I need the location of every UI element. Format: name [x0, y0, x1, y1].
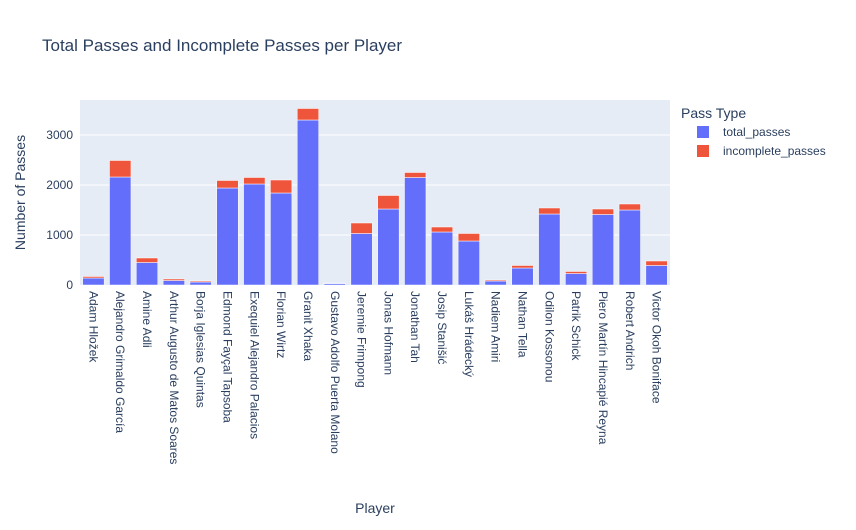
bar-incomplete-passes	[162, 278, 185, 281]
x-axis-ticks: Adam Hložek Alejandro Grimaldo García Amin…	[86, 291, 663, 464]
x-tick-label: Borja Iglesias Quintas	[194, 291, 208, 408]
x-tick-label: Victor Okoh Boniface	[650, 291, 664, 404]
x-tick-label: Granit Xhaka	[301, 291, 315, 361]
bar-incomplete-passes	[538, 207, 561, 215]
bar-incomplete-passes	[136, 257, 159, 263]
gridlines	[80, 134, 670, 236]
legend-swatch	[697, 126, 709, 138]
bar-total-passes	[511, 267, 534, 286]
bar-total-passes	[162, 280, 185, 286]
legend-swatch	[697, 145, 709, 157]
bar-incomplete-passes	[323, 282, 346, 284]
x-tick-label: Alejandro Grimaldo García	[113, 291, 127, 433]
bar-incomplete-passes	[350, 222, 373, 234]
bar-total-passes	[82, 277, 105, 286]
x-tick-label: Jeremie Frimpong	[355, 291, 369, 388]
plot-background	[80, 100, 670, 285]
y-tick-label: 3000	[46, 128, 73, 142]
bars	[82, 108, 668, 286]
x-tick-label: Josip Stanišić	[435, 291, 449, 364]
bar-total-passes	[591, 214, 614, 286]
x-tick-label: Odilon Kossonou	[542, 291, 556, 382]
y-tick-label: 1000	[46, 228, 73, 242]
x-tick-label: Robert Andrich	[623, 291, 637, 370]
bar-incomplete-passes	[645, 260, 668, 266]
bar-incomplete-passes	[82, 276, 105, 279]
bar-incomplete-passes	[109, 160, 132, 178]
bar-total-passes	[109, 176, 132, 286]
x-tick-label: Arthur Augusto de Matos Soares	[167, 291, 181, 464]
x-tick-label: Jonathan Tah	[408, 291, 422, 363]
x-tick-label: Lukáš Hrádecký	[462, 291, 476, 377]
x-tick-label: Nathan Tella	[516, 291, 530, 358]
x-tick-label: Nadiem Amiri	[489, 291, 503, 362]
bar-incomplete-passes	[484, 279, 507, 282]
bar-total-passes	[270, 192, 293, 286]
bar-incomplete-passes	[618, 203, 641, 211]
bar-total-passes	[645, 265, 668, 286]
bar-total-passes	[565, 273, 588, 286]
legend-label: total_passes	[723, 125, 790, 139]
legend: Pass Type total_passes incomplete_passes	[681, 105, 826, 158]
bar-incomplete-passes	[270, 179, 293, 194]
y-axis-label: Number of Passes	[12, 135, 28, 250]
x-tick-label: Gustavo Adolfo Puerta Molano	[328, 291, 342, 454]
bar-incomplete-passes	[377, 195, 400, 210]
y-tick-label: 2000	[46, 178, 73, 192]
bar-total-passes	[216, 187, 239, 286]
bar-incomplete-passes	[189, 280, 212, 283]
x-tick-label: Jonas Hofmann	[381, 291, 395, 375]
bar-incomplete-passes	[565, 271, 588, 274]
bar-incomplete-passes	[243, 177, 266, 185]
bar-incomplete-passes	[591, 208, 614, 215]
bar-total-passes	[136, 262, 159, 286]
x-tick-label: Amine Adli	[140, 291, 154, 348]
bar-incomplete-passes	[296, 108, 319, 121]
legend-items: total_passes incomplete_passes	[697, 125, 826, 158]
y-axis-ticks: 0 1000 2000 3000	[46, 128, 73, 292]
bar-incomplete-passes	[216, 180, 239, 189]
legend-title: Pass Type	[681, 105, 746, 121]
x-tick-label: Exequiel Alejandro Palacios	[247, 291, 261, 439]
y-tick-label: 0	[66, 278, 73, 292]
chart-title: Total Passes and Incomplete Passes per P…	[42, 36, 402, 55]
x-tick-label: Florian Wirtz	[274, 291, 288, 358]
bar-total-passes	[538, 213, 561, 286]
bar-total-passes	[484, 280, 507, 286]
x-axis-label: Player	[355, 500, 395, 516]
bar-total-passes	[431, 231, 454, 286]
bar-total-passes	[350, 233, 373, 286]
bar-total-passes	[377, 208, 400, 286]
bar-total-passes	[618, 209, 641, 286]
x-tick-label: Piero Martín Hincapié Reyna	[596, 291, 610, 445]
bar-total-passes	[189, 281, 212, 286]
x-tick-label: Adam Hložek	[86, 291, 100, 363]
legend-label: incomplete_passes	[723, 144, 826, 158]
bar-total-passes	[243, 183, 266, 286]
bar-total-passes	[404, 177, 427, 286]
x-tick-label: Patrik Schick	[569, 291, 583, 361]
x-tick-label: Edmond Fayçal Tapsoba	[221, 291, 235, 423]
bar-incomplete-passes	[431, 226, 454, 233]
bar-total-passes	[296, 119, 319, 286]
bar-incomplete-passes	[457, 233, 480, 242]
bar-incomplete-passes	[511, 265, 534, 269]
bar-incomplete-passes	[404, 172, 427, 178]
bar-total-passes	[457, 240, 480, 286]
